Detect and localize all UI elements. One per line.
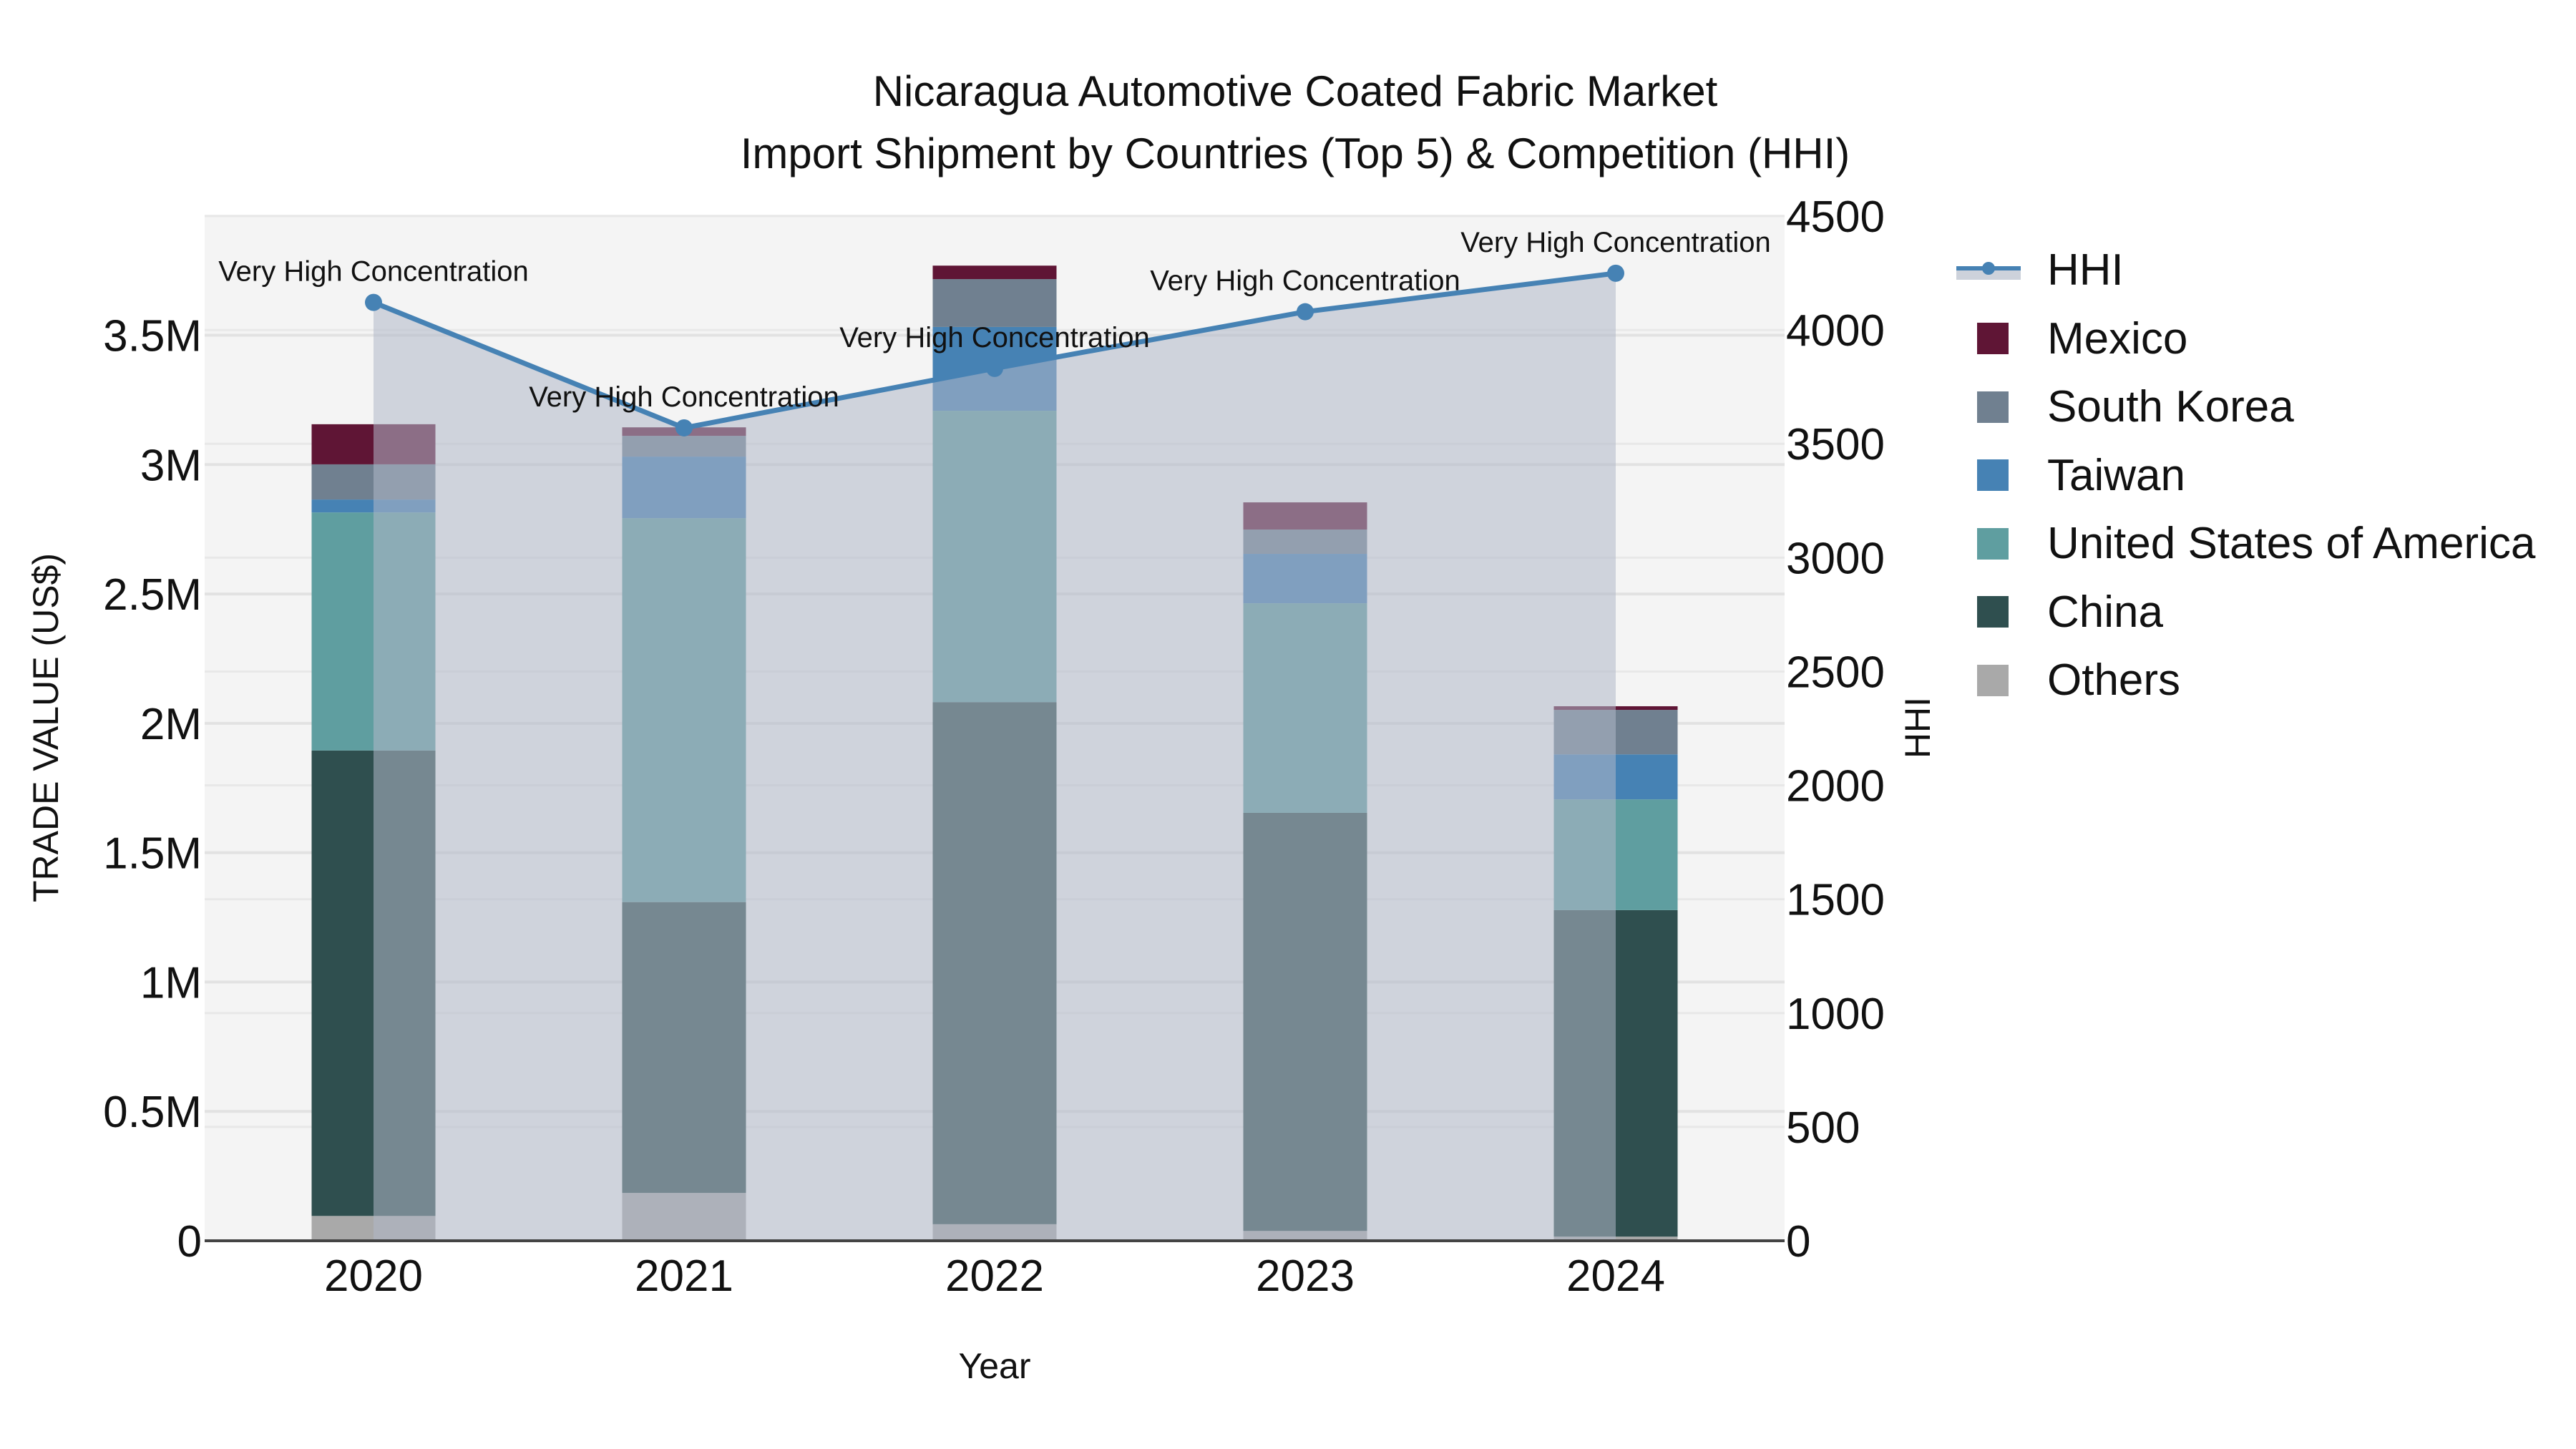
color-swatch-icon [1977, 664, 2009, 696]
legend-label: Others [2047, 655, 2181, 706]
y-right-tick-label: 500 [1786, 1103, 1860, 1153]
legend-item-taiwan[interactable]: Taiwan [1946, 441, 2535, 510]
legend-item-south-korea[interactable]: South Korea [1946, 373, 2535, 441]
x-tick-label: 2020 [324, 1252, 423, 1301]
y-axis-left-label: TRADE VALUE (US$) [26, 552, 66, 903]
y-left-tick-label: 0 [177, 1217, 202, 1267]
hhi-marker[interactable] [1297, 303, 1314, 321]
color-swatch-icon [1977, 459, 2009, 492]
x-axis-label: Year [958, 1346, 1031, 1386]
y-right-tick-label: 2000 [1786, 762, 1885, 811]
y-left-tick-label: 3.5M [103, 311, 202, 361]
x-tick-label: 2022 [945, 1252, 1044, 1301]
legend-label: South Korea [2047, 382, 2294, 432]
legend-label: United States of America [2047, 519, 2536, 569]
legend-item-usa[interactable]: United States of America [1946, 509, 2535, 578]
hhi-marker[interactable] [986, 359, 1003, 377]
color-swatch-icon [1977, 323, 2009, 355]
chart-title-line1: Nicaragua Automotive Coated Fabric Marke… [872, 67, 1718, 115]
y-left-tick-label: 1.5M [103, 829, 202, 879]
y-right-tick-label: 3000 [1786, 534, 1885, 583]
y-axis-right-label: HHI [1898, 696, 1938, 759]
hhi-annotation: Very High Concentration [1460, 227, 1771, 258]
hhi-marker[interactable] [1607, 264, 1624, 282]
y-right-tick-label: 0 [1786, 1217, 1810, 1267]
legend-label: Taiwan [2047, 450, 2185, 500]
hhi-annotation: Very High Concentration [529, 381, 839, 413]
legend-item-mexico[interactable]: Mexico [1946, 305, 2535, 374]
color-swatch-icon [1977, 391, 2009, 423]
bar-segment[interactable] [932, 265, 1057, 280]
legend: HHI Mexico South Korea Taiwan United Sta… [1946, 236, 2535, 715]
legend-label: HHI [2047, 245, 2124, 296]
y-right-tick-label: 4500 [1786, 192, 1885, 242]
y-right-tick-label: 1000 [1786, 990, 1885, 1039]
x-tick-label: 2023 [1256, 1252, 1355, 1301]
y-right-tick-label: 2500 [1786, 648, 1885, 697]
y-left-tick-label: 2M [140, 700, 202, 749]
y-left-tick-label: 3M [140, 441, 202, 490]
legend-label: China [2047, 587, 2163, 637]
line-marker-icon [1956, 260, 2021, 281]
y-right-tick-label: 3500 [1786, 420, 1885, 469]
hhi-annotation: Very High Concentration [839, 322, 1150, 353]
chart-title-line2: Import Shipment by Countries (Top 5) & C… [740, 130, 1850, 177]
y-left-tick-label: 2.5M [103, 570, 202, 620]
legend-item-others[interactable]: Others [1946, 646, 2535, 715]
hhi-annotation: Very High Concentration [218, 256, 529, 288]
x-tick-label: 2024 [1566, 1252, 1665, 1301]
hhi-marker[interactable] [675, 419, 693, 436]
legend-label: Mexico [2047, 313, 2188, 364]
y-left-tick-label: 1M [140, 958, 202, 1008]
x-tick-label: 2021 [635, 1252, 733, 1301]
legend-item-hhi[interactable]: HHI [1946, 236, 2535, 305]
y-right-tick-label: 4000 [1786, 306, 1885, 356]
bar-segment[interactable] [932, 279, 1057, 327]
hhi-marker[interactable] [365, 293, 382, 311]
legend-line-dot [1982, 261, 1995, 275]
y-left-tick-label: 0.5M [103, 1088, 202, 1137]
color-swatch-icon [1977, 527, 2009, 560]
color-swatch-icon [1977, 596, 2009, 628]
legend-item-china[interactable]: China [1946, 578, 2535, 647]
hhi-annotation: Very High Concentration [1150, 265, 1460, 297]
y-right-tick-label: 1500 [1786, 876, 1885, 925]
hhi-area [374, 273, 1616, 1241]
